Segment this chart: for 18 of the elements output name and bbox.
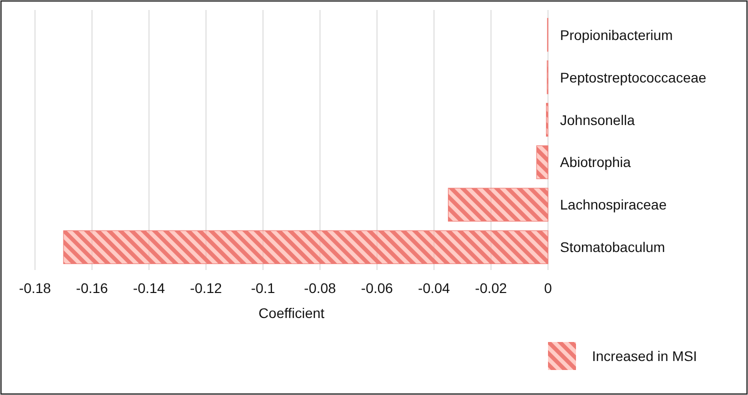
x-tick-label: -0.08 [304, 280, 336, 296]
y-tick-label: Abiotrophia [560, 154, 632, 170]
x-tick-label: -0.04 [418, 280, 450, 296]
y-tick-label: Stomatobaculum [560, 239, 666, 256]
y-tick-label: Johnsonella [560, 112, 635, 128]
x-tick-label: -0.12 [190, 280, 222, 296]
x-tick-label: -0.18 [19, 280, 52, 296]
x-tick-label: -0.02 [475, 280, 508, 296]
y-tick-label: Lachnospiraceae [560, 196, 667, 213]
x-tick-label: -0.06 [361, 280, 394, 296]
x-tick-label: 0 [544, 280, 552, 296]
x-axis-title: Coefficient [258, 305, 325, 321]
x-tick-label: -0.1 [250, 280, 276, 296]
x-tick-label: -0.16 [76, 280, 108, 296]
legend-label: Increased in MSI [592, 348, 698, 364]
y-tick-label: Propionibacterium [560, 26, 673, 43]
y-tick-label: Peptostreptococcaceae [560, 69, 707, 86]
x-tick-label: -0.14 [133, 280, 166, 296]
